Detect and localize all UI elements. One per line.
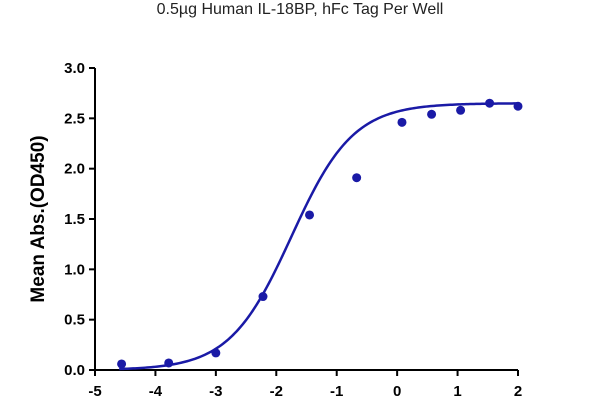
data-point bbox=[352, 173, 362, 183]
x-tick-label: -4 bbox=[149, 383, 163, 400]
data-point bbox=[397, 117, 407, 127]
data-point bbox=[427, 109, 437, 119]
x-tick-label: 0 bbox=[393, 383, 401, 400]
x-tick-label: 1 bbox=[453, 383, 461, 400]
fit-curve-line bbox=[119, 102, 519, 371]
data-points bbox=[117, 98, 523, 369]
data-point bbox=[456, 105, 466, 115]
x-tick-label: 2 bbox=[514, 383, 522, 400]
data-point bbox=[211, 348, 221, 358]
x-tick-label: -5 bbox=[88, 383, 101, 400]
y-tick-label: 1.0 bbox=[64, 261, 85, 278]
x-axis-ticks: -5 -4 -3 -2 -1 0 1 2 bbox=[88, 370, 522, 400]
data-point bbox=[485, 98, 495, 108]
y-tick-label: 1.5 bbox=[64, 211, 85, 228]
data-point bbox=[117, 359, 127, 369]
axes bbox=[94, 68, 518, 371]
x-tick-label: -3 bbox=[209, 383, 222, 400]
x-tick-label: -2 bbox=[270, 383, 283, 400]
x-tick-label: -1 bbox=[330, 383, 343, 400]
data-point bbox=[164, 358, 174, 368]
y-axis-label: Mean Abs.(OD450) bbox=[28, 135, 49, 302]
data-point bbox=[305, 210, 315, 220]
data-point bbox=[513, 101, 523, 111]
y-tick-label: 0.5 bbox=[64, 312, 85, 329]
fit-curve-group bbox=[119, 102, 519, 371]
y-tick-label: 3.0 bbox=[64, 60, 85, 77]
y-tick-label: 0.0 bbox=[64, 362, 85, 379]
y-tick-label: 2.0 bbox=[64, 161, 85, 178]
y-axis-ticks: 0.0 0.5 1.0 1.5 2.0 2.5 3.0 bbox=[64, 60, 95, 379]
y-tick-label: 2.5 bbox=[64, 110, 85, 127]
chart-title: 0.5µg Human IL-18BP, hFc Tag Per Well bbox=[157, 1, 444, 18]
data-point bbox=[258, 292, 268, 302]
